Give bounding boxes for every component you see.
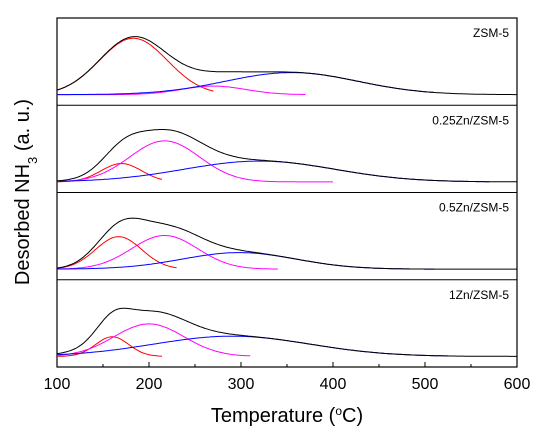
fit-curve-peak-mid [56,323,251,357]
fit-curve-peak-low [57,336,162,357]
fit-curve-peak-low [56,37,214,92]
fit-curve-peak-high [56,335,453,357]
sample-label: 0.5Zn/ZSM-5 [439,201,509,215]
fit-curve-peak-mid [56,235,278,270]
sample-label: 0.25Zn/ZSM-5 [432,113,509,127]
fit-curve-peak-high [57,252,435,270]
x-tick-label: 300 [228,376,255,393]
sample-label: ZSM-5 [473,26,509,40]
fit-curve-peak-high [57,160,490,183]
x-tick-label: 400 [320,376,347,393]
x-tick-label: 100 [44,376,71,393]
fit-curve-peak-low [56,236,177,269]
envelope-curve [56,307,517,357]
x-tick-label: 500 [412,376,439,393]
fit-curve-peak-high [57,72,435,96]
fit-curve-peak-mid [57,140,333,183]
y-axis-title: Desorbed NH3 (a. u.) [12,99,40,285]
envelope-curve [56,129,517,183]
envelope-curve [56,36,517,96]
sample-label: 1Zn/ZSM-5 [449,288,509,302]
fit-curve-peak-mid [57,85,306,96]
x-tick-label: 600 [504,376,531,393]
x-axis-title: Temperature (oC) [211,404,363,427]
envelope-curve [56,217,517,270]
x-tick-label: 200 [136,376,163,393]
